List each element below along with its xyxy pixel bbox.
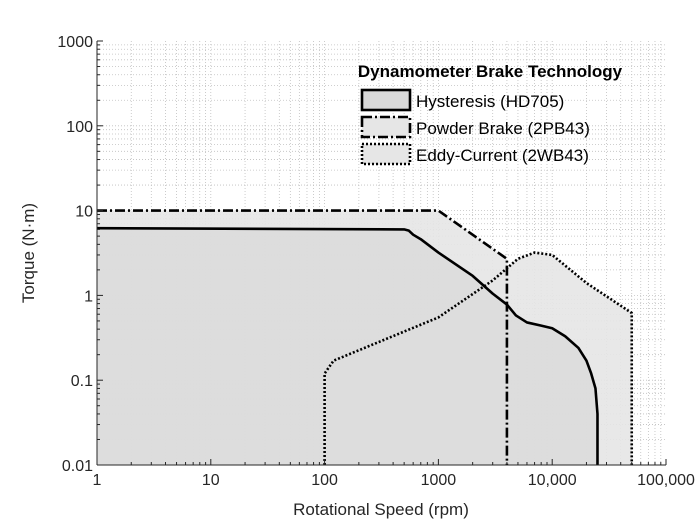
x-axis-label: Rotational Speed (rpm): [293, 500, 469, 519]
legend-swatch: [360, 115, 412, 139]
y-tick-label: 0.01: [62, 458, 93, 475]
tick-labels: 1 10 100 1000 10,000 100,000 0.01 0.1 1 10 100 1000: [57, 34, 695, 489]
series-areas: [97, 210, 632, 465]
series-lines: [97, 209, 634, 465]
series-area-2: [97, 228, 598, 465]
axes: [96, 40, 667, 466]
legend-label: Eddy-Current (2WB43): [416, 146, 589, 165]
series-line-1: [323, 251, 634, 465]
legend-label: Hysteresis (HD705): [416, 92, 564, 111]
x-tick-label: 1000: [421, 472, 457, 489]
legend: Dynamometer Brake Technology Hysteresis …: [358, 62, 623, 166]
x-tick-label: 10,000: [528, 472, 577, 489]
legend-swatch: [360, 142, 412, 166]
x-tick-label: 100: [311, 472, 338, 489]
series-line-2: [97, 226, 599, 465]
y-tick-label: 1: [84, 288, 93, 305]
legend-swatch: [360, 88, 412, 112]
x-tick-label: 10: [202, 472, 220, 489]
y-tick-label: 10: [75, 204, 93, 221]
y-tick-label: 0.1: [71, 373, 93, 390]
legend-label: Powder Brake (2PB43): [416, 119, 590, 138]
y-tick-label: 100: [66, 119, 93, 136]
series-line-0: [97, 209, 509, 465]
legend-title: Dynamometer Brake Technology: [358, 62, 623, 81]
y-axis-label: Torque (N·m): [19, 203, 38, 303]
x-tick-label: 1: [93, 472, 102, 489]
y-tick-label: 1000: [57, 34, 93, 51]
x-tick-label: 100,000: [637, 472, 695, 489]
